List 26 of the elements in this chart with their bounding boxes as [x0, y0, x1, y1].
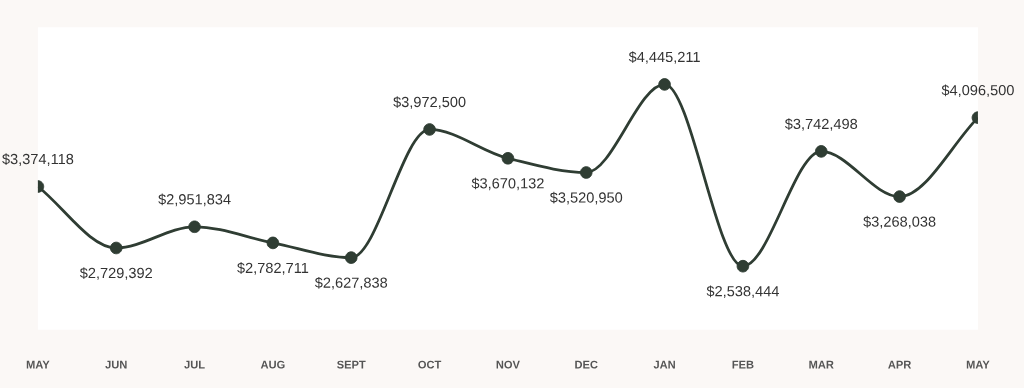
x-tick-label: MAR	[809, 360, 834, 369]
x-tick-label: APR	[888, 360, 912, 369]
x-tick-label: JUL	[184, 360, 205, 369]
x-tick-label: MAY	[966, 360, 990, 369]
data-label: $2,538,444	[706, 285, 779, 299]
x-tick-label: FEB	[732, 360, 754, 369]
data-label: $2,627,838	[314, 276, 388, 290]
data-label: $2,729,392	[79, 267, 152, 280]
data-label: $4,096,500	[941, 84, 1014, 98]
data-label: $3,670,132	[471, 177, 544, 191]
data-label: $3,374,118	[2, 153, 74, 166]
data-label: $2,782,711	[237, 262, 309, 275]
x-tick-label: AUG	[260, 360, 285, 369]
x-tick-label: SEPT	[337, 360, 366, 369]
x-tick-label: MAY	[26, 360, 50, 369]
x-tick-label: DEC	[575, 360, 598, 369]
x-tick-label: JAN	[653, 360, 675, 369]
data-label: $3,742,498	[784, 118, 858, 131]
x-tick-label: OCT	[418, 360, 442, 369]
data-label: $2,951,834	[158, 193, 231, 207]
x-tick-label: JUN	[105, 360, 127, 369]
data-label: $3,268,038	[863, 215, 936, 229]
x-tick-label: NOV	[496, 360, 520, 369]
data-label: $3,520,950	[549, 191, 623, 205]
data-label: $4,445,211	[628, 51, 700, 64]
data-label: $3,972,500	[393, 96, 466, 109]
